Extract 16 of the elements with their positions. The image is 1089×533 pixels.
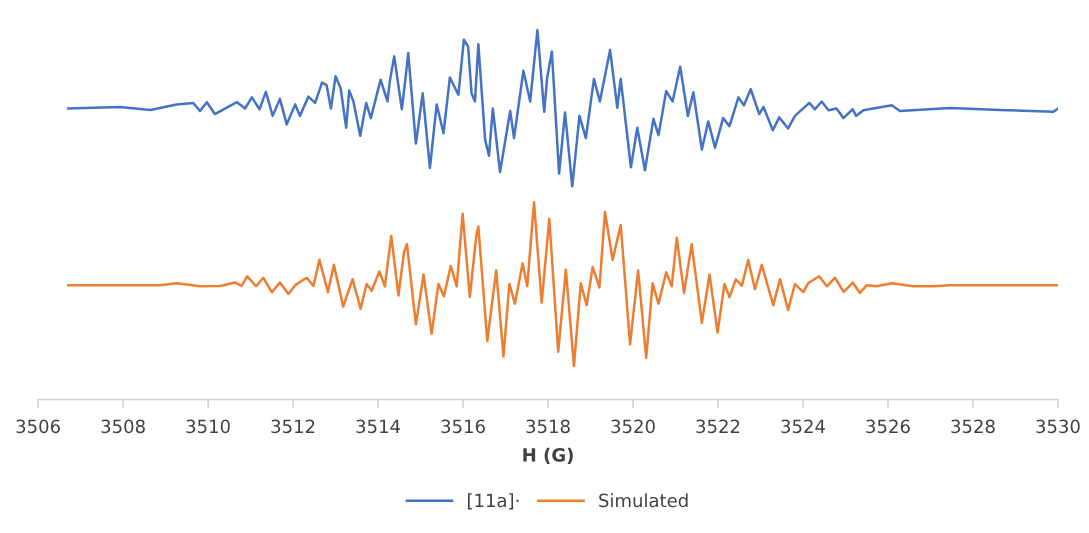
legend-label: Simulated bbox=[599, 493, 688, 508]
x-tick-label: 3520 bbox=[611, 419, 655, 434]
x-tick-label: 3518 bbox=[526, 419, 570, 434]
x-tick-label: 3512 bbox=[271, 419, 315, 434]
x-axis-title: H (G) bbox=[523, 447, 573, 464]
x-tick-label: 3526 bbox=[866, 419, 910, 434]
x-tick-label: 3508 bbox=[101, 419, 145, 434]
x-tick-label: 3510 bbox=[186, 419, 230, 434]
legend-label: [11a]· bbox=[468, 493, 519, 510]
x-tick-label: 3516 bbox=[441, 419, 485, 434]
x-tick-label: 3528 bbox=[951, 419, 995, 434]
x-tick-label: 3522 bbox=[696, 419, 740, 434]
x-tick-label: 3506 bbox=[16, 419, 60, 434]
x-tick-label: 3530 bbox=[1036, 419, 1080, 434]
x-tick-label: 3514 bbox=[356, 419, 401, 434]
x-tick-label: 3524 bbox=[781, 419, 825, 434]
